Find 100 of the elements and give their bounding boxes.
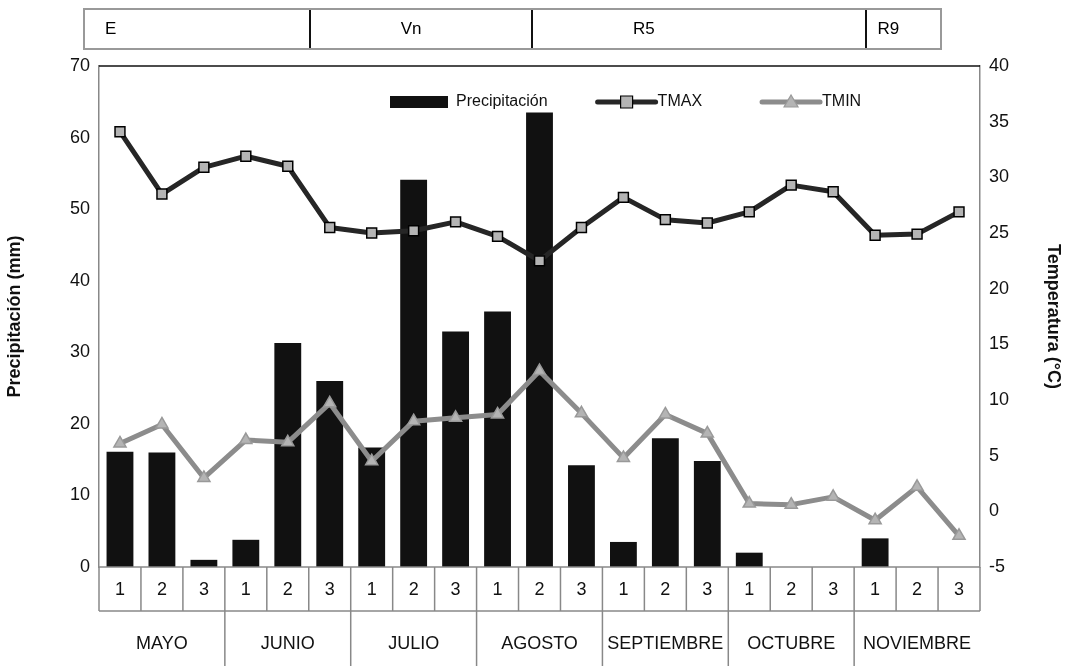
x-tick-label: 1 [114, 578, 125, 599]
point [910, 479, 924, 492]
text: E [85, 10, 311, 48]
y2-tick-label: 10 [989, 388, 1010, 409]
bar [861, 538, 889, 567]
x-tick-label: 1 [240, 578, 251, 599]
x-tick-label: 1 [366, 578, 377, 599]
bar [484, 311, 511, 567]
point [617, 191, 630, 204]
x-tick-label: 1 [492, 578, 503, 599]
x-tick-label: 3 [828, 578, 839, 599]
y2-tick-label: 40 [989, 54, 1010, 75]
x-tick-label: 2 [408, 578, 419, 599]
bar [232, 539, 260, 567]
y-tick-label: 70 [69, 54, 90, 75]
point [322, 395, 337, 408]
point [113, 435, 127, 448]
point [407, 225, 420, 237]
x-tick-label: 1 [870, 578, 881, 599]
point [156, 188, 168, 200]
x-tick-label: 2 [912, 578, 923, 599]
point [743, 206, 755, 218]
point [491, 230, 504, 243]
bar [400, 179, 428, 567]
text: AGOSTO [501, 632, 578, 653]
text: JULIO [388, 632, 440, 653]
text: JUNIO [260, 632, 315, 653]
point [280, 434, 295, 447]
x-tick-label: 2 [282, 578, 293, 599]
text: MAYO [136, 632, 188, 653]
point [240, 150, 252, 162]
point [532, 363, 547, 376]
y-tick-label: 20 [69, 412, 90, 433]
bar [693, 461, 721, 567]
y-tick-label: 60 [69, 126, 90, 147]
x-tick-label: 3 [198, 578, 209, 599]
y2-tick-label: 0 [989, 500, 1000, 521]
point [406, 413, 421, 426]
y-tick-label: 0 [79, 555, 90, 576]
point [364, 453, 379, 466]
point [197, 470, 211, 483]
x-tick-label: 3 [702, 578, 713, 599]
bar [651, 438, 679, 567]
y2-tick-label: -5 [989, 555, 1006, 576]
point [155, 416, 169, 429]
point [533, 255, 546, 267]
point [448, 410, 463, 423]
y2-tick-label: 15 [989, 333, 1010, 354]
text: NOVIEMBRE [863, 632, 972, 653]
point [826, 489, 840, 502]
text: R5 [532, 10, 868, 48]
y2-tick-label: 25 [989, 221, 1010, 242]
x-tick-label: 3 [324, 578, 335, 599]
text: R9 [876, 18, 901, 40]
point [659, 213, 672, 226]
y-tick-label: 10 [69, 484, 90, 505]
y2-tick-label: 35 [989, 110, 1010, 131]
y-tick-label: 30 [69, 341, 90, 362]
point [701, 217, 714, 229]
x-tick-label: 3 [954, 578, 965, 599]
text: SEPTIEMBRE [607, 632, 724, 653]
y2-axis-title: Temperatura (°C) [1044, 244, 1065, 389]
point [700, 425, 715, 438]
bar [568, 465, 595, 567]
text: OCTUBRE [747, 632, 836, 653]
point [911, 228, 923, 240]
point [658, 406, 673, 419]
point [282, 160, 294, 172]
point [868, 512, 882, 525]
y-tick-label: 50 [69, 198, 90, 219]
point [575, 221, 588, 234]
bar [274, 342, 302, 567]
point [784, 496, 799, 509]
point [574, 405, 589, 418]
x-tick-label: 1 [618, 578, 629, 599]
bar [442, 331, 470, 567]
x-tick-label: 2 [786, 578, 797, 599]
point [953, 206, 965, 218]
y-tick-label: 40 [69, 269, 90, 290]
point [198, 161, 210, 174]
legend-label: Precipitación [456, 92, 548, 110]
point [449, 216, 462, 228]
point [239, 432, 253, 445]
bar [148, 452, 176, 567]
x-tick-label: 2 [660, 578, 671, 599]
x-tick-label: 2 [534, 578, 545, 599]
bar [735, 552, 763, 567]
bar [106, 451, 134, 567]
point [324, 221, 336, 234]
y2-tick-label: 30 [989, 166, 1010, 187]
point [490, 406, 505, 419]
text: Vn [310, 10, 533, 48]
point [616, 450, 631, 463]
y2-tick-label: 5 [989, 444, 1000, 465]
point [785, 179, 797, 191]
bar [526, 112, 553, 567]
bar [609, 541, 637, 567]
legend-label: TMIN [822, 92, 862, 110]
bar [316, 380, 344, 567]
point [952, 528, 966, 541]
